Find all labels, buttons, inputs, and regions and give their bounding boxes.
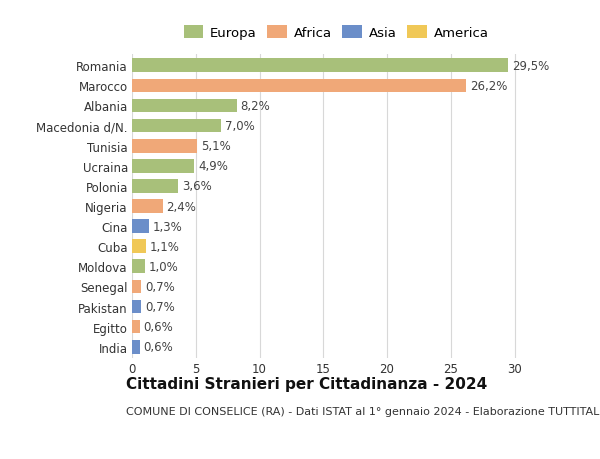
Text: 3,6%: 3,6% — [182, 180, 211, 193]
Text: 1,1%: 1,1% — [150, 240, 180, 253]
Bar — [132, 260, 145, 274]
Bar — [132, 220, 149, 234]
Text: 2,4%: 2,4% — [166, 200, 196, 213]
Bar — [132, 59, 508, 73]
Text: 1,0%: 1,0% — [149, 260, 178, 273]
Legend: Europa, Africa, Asia, America: Europa, Africa, Asia, America — [178, 21, 494, 45]
Text: 0,7%: 0,7% — [145, 280, 175, 293]
Text: 1,3%: 1,3% — [152, 220, 182, 233]
Bar — [132, 79, 466, 93]
Text: 5,1%: 5,1% — [201, 140, 230, 153]
Text: 4,9%: 4,9% — [198, 160, 228, 173]
Text: 0,6%: 0,6% — [143, 320, 173, 333]
Bar — [132, 300, 141, 313]
Text: 8,2%: 8,2% — [241, 100, 270, 113]
Text: 0,7%: 0,7% — [145, 300, 175, 313]
Bar — [132, 160, 194, 173]
Bar — [132, 140, 197, 153]
Bar — [132, 179, 178, 193]
Bar — [132, 240, 146, 253]
Bar — [132, 119, 221, 133]
Text: 26,2%: 26,2% — [470, 80, 507, 93]
Bar — [132, 200, 163, 213]
Text: Cittadini Stranieri per Cittadinanza - 2024: Cittadini Stranieri per Cittadinanza - 2… — [126, 376, 487, 392]
Text: 0,6%: 0,6% — [143, 341, 173, 353]
Text: 7,0%: 7,0% — [225, 120, 255, 133]
Text: COMUNE DI CONSELICE (RA) - Dati ISTAT al 1° gennaio 2024 - Elaborazione TUTTITAL: COMUNE DI CONSELICE (RA) - Dati ISTAT al… — [126, 406, 600, 416]
Bar — [132, 280, 141, 294]
Text: 29,5%: 29,5% — [512, 60, 549, 73]
Bar — [132, 320, 140, 334]
Bar — [132, 100, 236, 113]
Bar — [132, 340, 140, 354]
